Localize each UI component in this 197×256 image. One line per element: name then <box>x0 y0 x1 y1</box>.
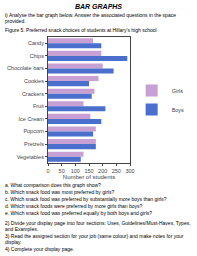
svg-text:0: 0 <box>46 168 49 174</box>
html-text:Figure 5. Preferred snack choi: Figure 5. Preferred snack choices of stu… <box>5 27 157 34</box>
html-text:3) Read the assigned section f: 3) Read the assigned section for your jo… <box>5 233 184 245</box>
html-text:i) Analyse the bar graph below: i) Analyse the bar graph below. Answer t… <box>5 12 176 25</box>
svg-text:Ice Cream: Ice Cream <box>19 116 45 122</box>
html-text:a. What comparison does this g: a. What comparison does this graph show? <box>5 182 101 188</box>
svg-text:50: 50 <box>59 168 65 174</box>
svg-text:Crackers: Crackers <box>22 91 44 97</box>
svg-text:150: 150 <box>84 168 93 174</box>
html-text:c. Which snack food was prefer: c. Which snack food was preferred by sub… <box>5 196 167 202</box>
svg-text:Popcorn: Popcorn <box>23 129 44 135</box>
html-text:e. Which snack food was prefer: e. Which snack food was preferred equall… <box>5 210 152 216</box>
html-text:2) Divide your display page in: 2) Divide your display page into four se… <box>5 220 191 232</box>
svg-text:Cookies: Cookies <box>24 78 44 84</box>
svg-text:Chips: Chips <box>30 53 44 59</box>
svg-text:Fruit: Fruit <box>33 104 44 110</box>
svg-text:Number of students: Number of students <box>63 175 115 181</box>
svg-text:250: 250 <box>112 168 121 174</box>
svg-text:Candy: Candy <box>28 41 44 47</box>
svg-text:Pretzels: Pretzels <box>24 141 44 147</box>
svg-text:Boys: Boys <box>172 107 184 113</box>
html-text:d. Which snack foods were pref: d. Which snack foods were preferred by m… <box>5 203 143 209</box>
svg-text:100: 100 <box>71 168 80 174</box>
html-text:b. Which snack food was most p: b. Which snack food was most preferred b… <box>5 189 115 195</box>
svg-text:300: 300 <box>125 168 134 174</box>
svg-text:200: 200 <box>98 168 107 174</box>
svg-text:Vegetables: Vegetables <box>17 154 44 160</box>
svg-text:Girls: Girls <box>172 88 184 94</box>
html-text:BAR GRAPHS: BAR GRAPHS <box>75 3 122 10</box>
svg-text:Chocolate bars: Chocolate bars <box>7 66 44 72</box>
html-text:4) Complete your display page.: 4) Complete your display page. <box>5 246 75 252</box>
